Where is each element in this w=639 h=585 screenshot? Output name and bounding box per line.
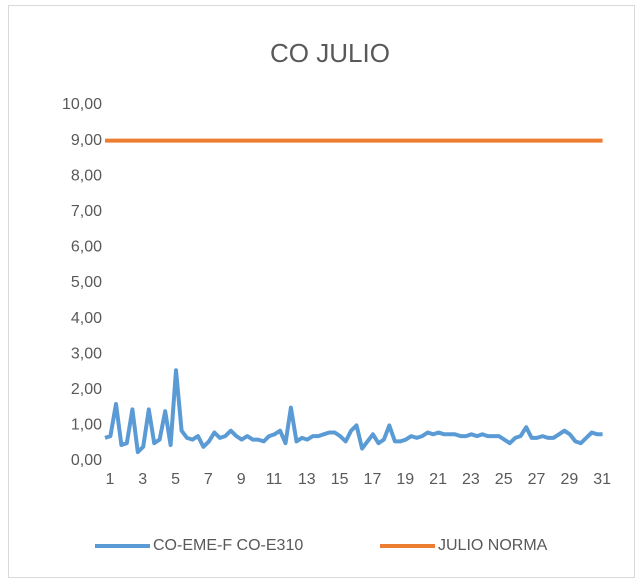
y-tick-label: 5,00 [71, 274, 102, 291]
y-tick-label: 10,00 [62, 96, 102, 113]
x-tick-label: 15 [331, 471, 349, 488]
chart-title: CO JULIO [270, 38, 390, 68]
x-tick-label: 1 [105, 471, 114, 488]
x-tick-label: 23 [462, 471, 480, 488]
y-tick-label: 2,00 [71, 381, 102, 398]
x-tick-label: 25 [495, 471, 513, 488]
legend-label: JULIO NORMA [438, 537, 548, 554]
y-tick-label: 3,00 [71, 345, 102, 362]
x-tick-label: 5 [171, 471, 180, 488]
y-tick-label: 8,00 [71, 167, 102, 184]
x-tick-label: 3 [138, 471, 147, 488]
x-tick-label: 31 [593, 471, 611, 488]
x-tick-label: 19 [396, 471, 414, 488]
x-tick-label: 13 [298, 471, 316, 488]
y-tick-label: 0,00 [71, 452, 102, 469]
legend-label: CO-EME-F CO-E310 [153, 537, 303, 554]
x-tick-label: 7 [204, 471, 213, 488]
y-tick-label: 6,00 [71, 239, 102, 256]
x-tick-label: 9 [237, 471, 246, 488]
y-tick-label: 9,00 [71, 132, 102, 149]
x-tick-label: 17 [364, 471, 382, 488]
x-tick-label: 21 [429, 471, 447, 488]
y-tick-label: 7,00 [71, 203, 102, 220]
series-line [104, 368, 603, 455]
x-tick-label: 27 [528, 471, 546, 488]
y-tick-label: 1,00 [71, 417, 102, 434]
x-tick-label: 11 [266, 471, 283, 488]
chart-border [8, 5, 635, 578]
y-tick-label: 4,00 [71, 310, 102, 327]
x-tick-label: 29 [560, 471, 578, 488]
